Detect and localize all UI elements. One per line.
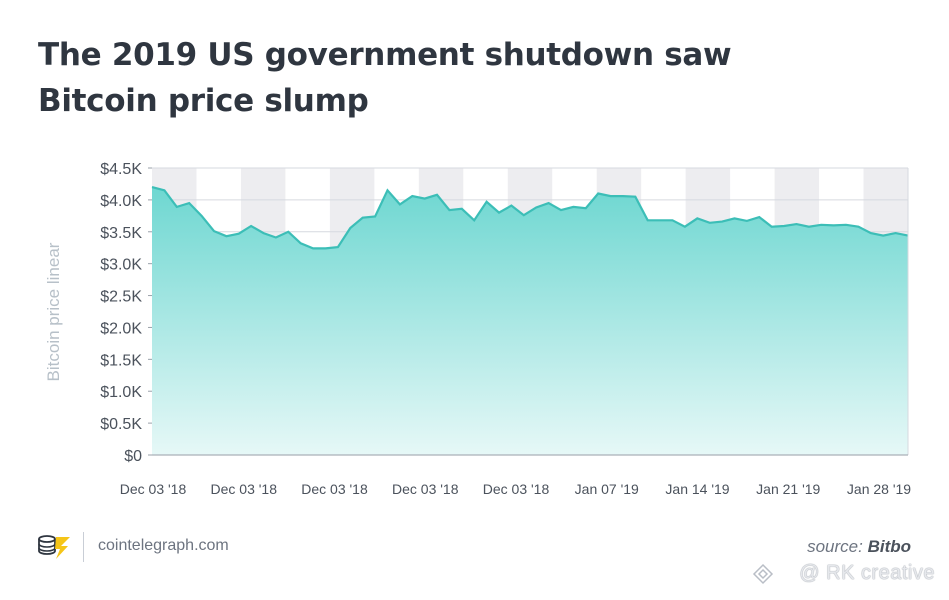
watermark-text: @ RK creative (799, 562, 935, 584)
x-tick-label: Dec 03 '18 (483, 481, 550, 497)
y-tick-label: $2.5K (100, 289, 142, 306)
y-tick-label: $0 (124, 448, 142, 465)
x-tick-label: Dec 03 '18 (120, 481, 187, 497)
y-axis-ticks: $4.5K $4.0K $3.5K $3.0K $2.5K $2.0K $1.5K $1.0K… (100, 161, 152, 465)
y-tick-label: $2.0K (100, 320, 142, 337)
chart-title: The 2019 US government shutdown saw Bitc… (38, 37, 732, 119)
y-tick-label: $4.0K (100, 193, 142, 210)
footer-site-link[interactable]: cointelegraph.com (98, 537, 229, 554)
price-line (151, 186, 909, 250)
cointelegraph-logo-icon (38, 535, 70, 559)
y-tick-label: $0.5K (100, 416, 142, 433)
y-tick-label: $3.0K (100, 257, 142, 274)
source-prefix: source: (807, 537, 863, 556)
y-tick-label: $1.5K (100, 352, 142, 369)
y-tick-label: $1.0K (100, 384, 142, 401)
x-tick-label: Dec 03 '18 (392, 481, 459, 497)
footer-divider (83, 532, 84, 562)
source-name: Bitbo (867, 537, 911, 556)
x-tick-label: Dec 03 '18 (301, 481, 368, 497)
footer-source: source: Bitbo (807, 537, 911, 557)
y-tick-label: $4.5K (100, 161, 142, 178)
x-axis-ticks: Dec 03 '18 Dec 03 '18 Dec 03 '18 Dec 03 '18… (120, 481, 912, 497)
x-tick-label: Jan 28 '19 (847, 481, 911, 497)
x-tick-label: Jan 07 '19 (575, 481, 639, 497)
x-tick-label: Jan 14 '19 (665, 481, 729, 497)
x-tick-label: Dec 03 '18 (211, 481, 278, 497)
x-tick-label: Jan 21 '19 (756, 481, 820, 497)
price-area (152, 187, 908, 455)
y-tick-label: $3.5K (100, 225, 142, 242)
watermark-logo-icon (752, 563, 774, 585)
y-axis-label: Bitcoin price linear (44, 242, 63, 381)
